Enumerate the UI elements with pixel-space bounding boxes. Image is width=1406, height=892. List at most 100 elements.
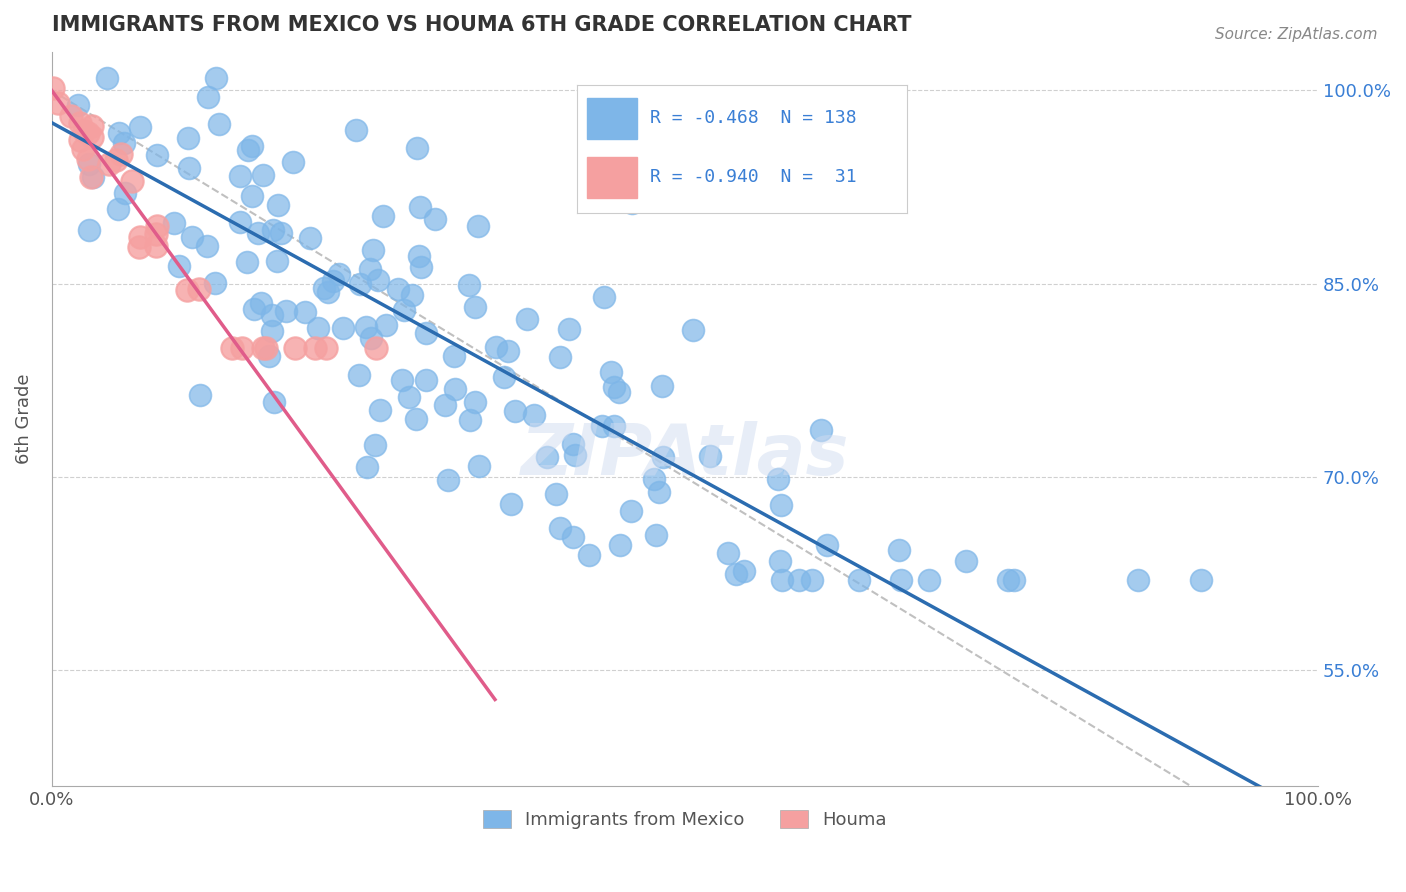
Point [260, 308, 283, 322]
Point [607, 385, 630, 400]
Point [733, 564, 755, 578]
Point [770, 499, 793, 513]
Point [647, 484, 669, 499]
Legend: Immigrants from Mexico, Houma: Immigrants from Mexico, Houma [477, 803, 894, 836]
Point [249, 296, 271, 310]
Point [80, 119, 103, 133]
Point [188, 282, 211, 296]
Point [247, 226, 270, 240]
Point [503, 403, 526, 417]
Point [197, 90, 219, 104]
Point [918, 574, 941, 588]
Point [177, 131, 200, 145]
Point [260, 324, 283, 338]
Point [409, 200, 432, 214]
Point [312, 281, 335, 295]
Point [242, 302, 264, 317]
Point [564, 448, 586, 462]
Point [699, 449, 721, 463]
Point [121, 174, 143, 188]
Point [105, 153, 128, 167]
Point [716, 546, 738, 560]
Point [328, 267, 350, 281]
Point [643, 472, 665, 486]
Point [603, 419, 626, 434]
Point [406, 141, 429, 155]
Point [180, 229, 202, 244]
Point [80, 169, 103, 184]
Point [724, 567, 747, 582]
Point [433, 398, 456, 412]
Point [240, 139, 263, 153]
Point [359, 261, 381, 276]
Point [347, 368, 370, 383]
Point [356, 320, 378, 334]
Point [146, 148, 169, 162]
Point [263, 395, 285, 409]
Point [682, 323, 704, 337]
Point [231, 341, 253, 355]
Point [307, 320, 329, 334]
Point [266, 254, 288, 268]
Point [415, 373, 437, 387]
Point [322, 274, 344, 288]
Point [516, 312, 538, 326]
Point [494, 369, 516, 384]
Point [235, 255, 257, 269]
Point [391, 373, 413, 387]
Point [128, 120, 150, 134]
Point [221, 341, 243, 355]
Point [1126, 574, 1149, 588]
Point [240, 188, 263, 202]
Point [270, 226, 292, 240]
Point [548, 521, 571, 535]
Point [423, 211, 446, 226]
Point [600, 365, 623, 379]
Point [72, 142, 94, 156]
Point [262, 223, 284, 237]
Point [496, 343, 519, 358]
Point [108, 127, 131, 141]
Point [1004, 574, 1026, 588]
Point [128, 239, 150, 253]
Point [77, 126, 100, 140]
Point [298, 231, 321, 245]
Point [997, 574, 1019, 588]
Point [356, 460, 378, 475]
Y-axis label: 6th Grade: 6th Grade [15, 374, 32, 465]
Point [349, 277, 371, 292]
Point [98, 157, 121, 171]
Point [114, 186, 136, 200]
Point [769, 554, 792, 568]
Point [82, 169, 104, 184]
Point [229, 215, 252, 229]
Point [304, 341, 326, 355]
Point [468, 458, 491, 473]
Point [254, 341, 277, 355]
Point [955, 554, 977, 568]
Point [110, 146, 132, 161]
Point [523, 408, 546, 422]
Point [69, 133, 91, 147]
Point [179, 161, 201, 175]
Point [436, 473, 458, 487]
Point [810, 423, 832, 437]
Point [770, 574, 793, 588]
Point [315, 341, 337, 355]
Point [815, 538, 838, 552]
Point [236, 144, 259, 158]
Point [398, 390, 420, 404]
Point [229, 169, 252, 183]
Point [145, 227, 167, 241]
Point [59, 109, 82, 123]
Point [367, 273, 389, 287]
Point [332, 321, 354, 335]
Point [889, 542, 911, 557]
Point [294, 305, 316, 319]
Point [374, 318, 396, 332]
Point [318, 285, 340, 299]
Point [252, 341, 274, 355]
Point [619, 504, 641, 518]
Point [578, 549, 600, 563]
Point [457, 277, 479, 292]
